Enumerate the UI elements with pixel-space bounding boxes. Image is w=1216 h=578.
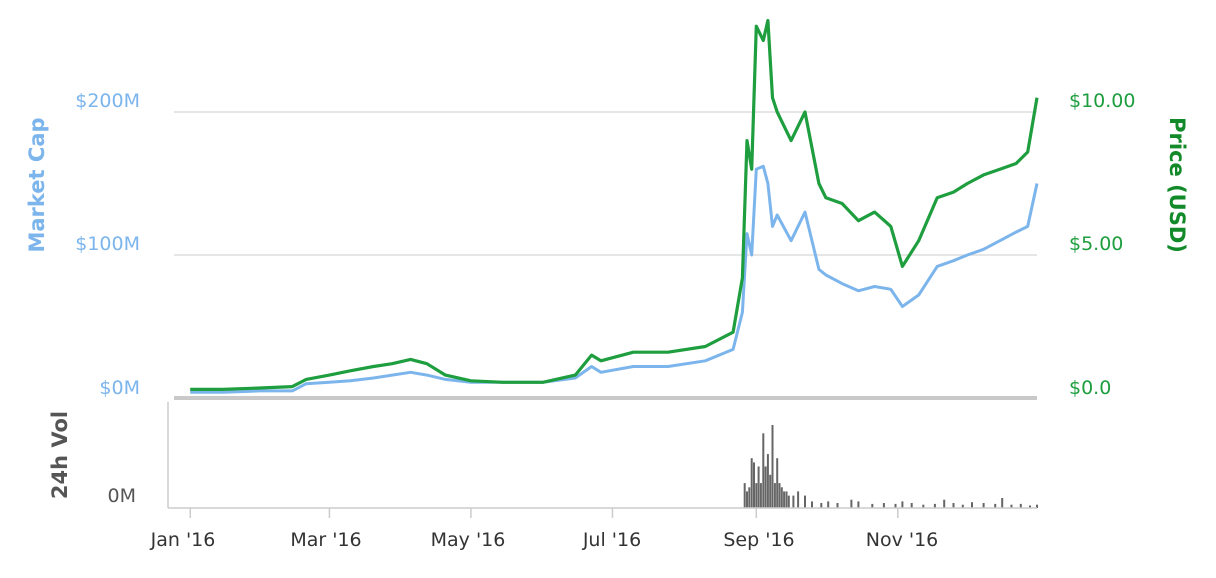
volume-bar xyxy=(827,501,830,508)
volume-bar xyxy=(1010,504,1013,508)
volume-bar xyxy=(1019,503,1022,509)
volume-bar xyxy=(943,499,946,508)
x-tick-label: Nov '16 xyxy=(866,529,939,551)
volume-tick-label: 0M xyxy=(108,485,136,507)
volume-bar xyxy=(764,466,767,508)
volume-bar xyxy=(952,503,955,508)
volume-bar xyxy=(757,466,760,508)
volume-bar xyxy=(910,503,913,508)
right-tick-label: $0.0 xyxy=(1069,377,1111,399)
x-tick-label: Jan '16 xyxy=(150,529,216,551)
volume-bar xyxy=(857,501,860,508)
left-tick-label: $200M xyxy=(75,90,140,112)
volume-bar xyxy=(787,495,790,508)
left-ticks: $200M $100M $0M xyxy=(75,90,140,399)
volume-layer xyxy=(743,425,1038,509)
volume-bar xyxy=(753,462,755,509)
left-tick-label: $100M xyxy=(75,233,140,255)
volume-bar xyxy=(1029,505,1031,508)
volume-bar xyxy=(836,503,839,508)
volume-bar xyxy=(748,487,751,509)
volume-bar xyxy=(922,504,925,508)
volume-bar xyxy=(994,503,997,509)
volume-bar xyxy=(901,501,904,508)
x-tick-label: Mar '16 xyxy=(290,529,361,551)
volume-bar xyxy=(1036,504,1038,508)
volume-bar xyxy=(783,491,786,508)
volume-bar xyxy=(797,491,800,508)
volume-bar xyxy=(769,474,772,508)
volume-bar xyxy=(971,502,973,508)
x-tick-label: Sep '16 xyxy=(723,529,794,551)
volume-bar xyxy=(773,483,776,508)
left-tick-label: $0M xyxy=(99,377,140,399)
volume-bar xyxy=(759,483,762,508)
volume-bar xyxy=(778,483,781,508)
volume-bar xyxy=(850,499,853,508)
volume-axis-title: 24h Vol xyxy=(48,411,72,499)
volume-bar xyxy=(804,495,806,508)
market-cap-line xyxy=(190,164,1039,394)
volume-bar xyxy=(746,491,748,508)
right-tick-label: $10.00 xyxy=(1069,90,1135,112)
volume-bar xyxy=(755,483,758,508)
right-tick-label: $5.00 xyxy=(1069,233,1123,255)
x-tick-label: Jul '16 xyxy=(582,529,641,551)
volume-bar xyxy=(785,491,788,508)
volume-bar xyxy=(811,501,813,508)
market-cap-axis-title: Market Cap xyxy=(25,117,49,252)
price-axis-title: Price (USD) xyxy=(1165,117,1189,253)
volume-bar xyxy=(743,483,746,508)
volume-bar xyxy=(871,503,874,509)
volume-bar xyxy=(762,433,765,508)
x-ticks: Jan '16 Mar '16 May '16 Jul '16 Sep '16 … xyxy=(150,529,939,551)
volume-bar xyxy=(882,503,885,508)
volume-bar xyxy=(982,503,985,508)
volume-bar xyxy=(1001,498,1004,508)
series-layer xyxy=(190,18,1039,394)
volume-bar xyxy=(771,425,774,508)
axis-layer xyxy=(167,396,1037,518)
volume-bar xyxy=(933,503,936,509)
volume-bar xyxy=(776,458,779,508)
volume-bar xyxy=(820,503,823,508)
right-ticks: $10.00 $5.00 $0.0 xyxy=(1069,90,1135,399)
gridlines xyxy=(174,111,1037,256)
volume-bar xyxy=(766,454,769,509)
x-tick-label: May '16 xyxy=(431,529,506,551)
volume-bar xyxy=(792,495,795,508)
volume-bar xyxy=(780,487,783,509)
volume-bar xyxy=(894,503,897,509)
volume-bar xyxy=(961,504,964,508)
volume-bar xyxy=(750,458,753,508)
price-line xyxy=(190,18,1039,391)
